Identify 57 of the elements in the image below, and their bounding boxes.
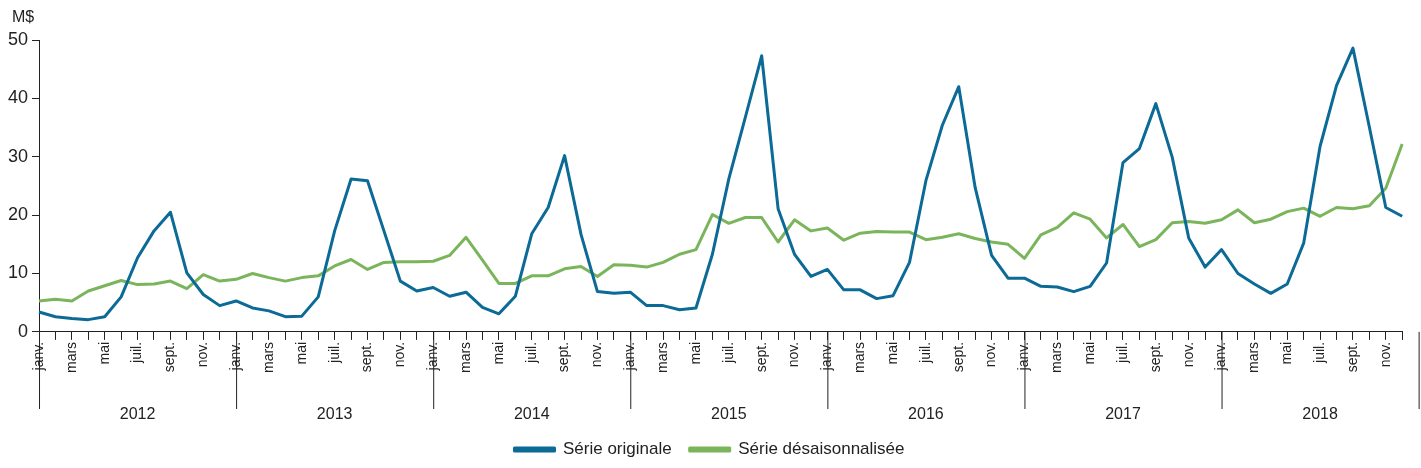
x-tick-label: nov. (391, 341, 408, 368)
x-tick-label: juil. (1113, 341, 1130, 364)
x-tick-label: mars (851, 341, 868, 374)
x-tick-label: sept. (752, 341, 769, 373)
y-tick-label: 50 (7, 28, 29, 49)
x-tick-label: mai (1278, 341, 1295, 365)
text: 2018 (1302, 405, 1338, 423)
x-tick-label: janv. (1212, 341, 1229, 372)
x-tick-label: nov. (982, 341, 999, 368)
x-tick-label: mars (456, 341, 473, 374)
legend-label: Série originale (563, 439, 672, 459)
x-tick-label: mai (292, 341, 309, 365)
x-tick-label: mars (653, 341, 670, 374)
x-tick-label: mai (883, 341, 900, 365)
x-tick-label: nov. (1179, 341, 1196, 368)
x-tick-label: sept. (555, 341, 572, 373)
x-tick-label: sept. (949, 341, 966, 373)
x-tick-label: mai (1081, 341, 1098, 365)
x-tick-label: juil. (325, 341, 342, 364)
y-tick-label: 0 (18, 320, 29, 341)
text: 2014 (513, 405, 550, 423)
y-tick-label: 40 (7, 87, 29, 108)
y-tick-label: 20 (7, 204, 29, 225)
x-tick-label: juil. (522, 341, 539, 364)
text: 2012 (119, 405, 156, 423)
x-tick-label: sept. (1343, 341, 1360, 373)
y-tick-label: 30 (7, 145, 29, 166)
x-tick-label: mars (1048, 341, 1065, 374)
x-tick-label: janv. (1015, 341, 1032, 372)
text: 2015 (711, 405, 747, 423)
x-tick-label: mai (686, 341, 703, 365)
x-tick-label: juil. (1310, 341, 1327, 364)
x-tick-label: mai (489, 341, 506, 365)
x-tick-label: nov. (194, 341, 211, 368)
x-tick-label: sept. (1146, 341, 1163, 373)
x-tick-label: mars (259, 341, 276, 374)
y-tick-label: 10 (7, 262, 29, 283)
x-tick-label: juil. (719, 341, 736, 364)
x-tick-label: juil. (128, 341, 145, 364)
x-tick-label: mai (95, 341, 112, 365)
x-tick-label: juil. (916, 341, 933, 364)
text: 2017 (1105, 405, 1141, 423)
x-tick-label: janv. (818, 341, 835, 372)
x-tick-label: janv. (424, 341, 441, 372)
x-tick-label: sept. (358, 341, 375, 373)
x-tick-label: janv. (621, 341, 638, 372)
text: 2016 (908, 405, 944, 423)
x-tick-label: mars (1245, 341, 1262, 374)
x-tick-label: nov. (1376, 341, 1393, 368)
x-tick-label: mars (62, 341, 79, 374)
y-axis-title: M$ (12, 8, 35, 26)
x-tick-label: nov. (588, 341, 605, 368)
x-tick-label: janv. (226, 341, 243, 372)
legend-label: Série désaisonnalisée (738, 439, 905, 459)
x-tick-label: nov. (785, 341, 802, 368)
text: 2013 (316, 405, 353, 423)
x-tick-label: sept. (161, 341, 178, 373)
